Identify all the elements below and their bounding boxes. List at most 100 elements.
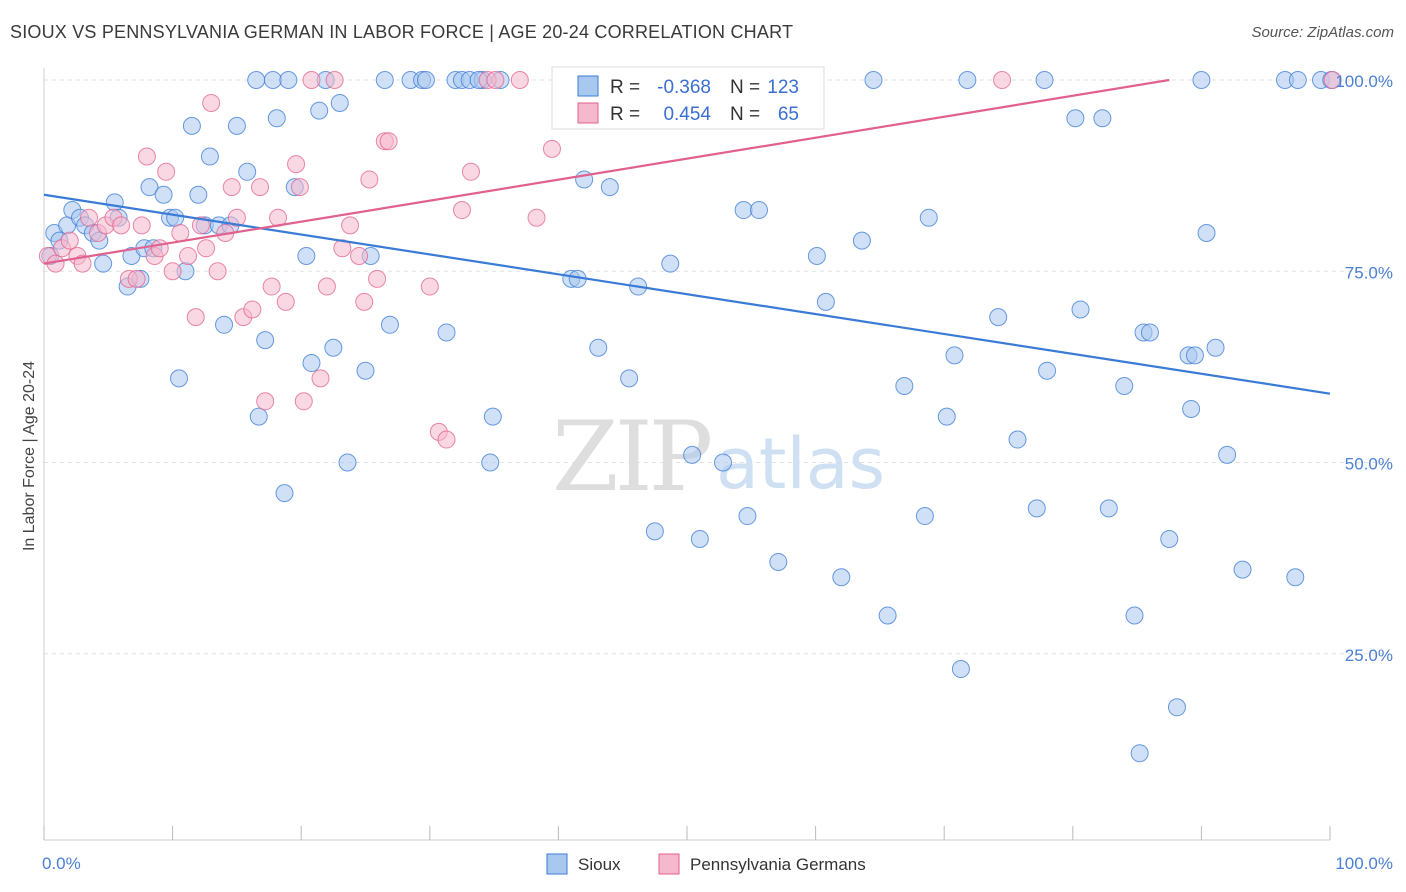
sioux-point xyxy=(937,407,956,426)
penn-point xyxy=(137,147,156,166)
penn-point xyxy=(379,132,398,151)
sioux-point xyxy=(227,116,246,135)
penn-point xyxy=(437,430,456,449)
sioux-point xyxy=(105,193,124,212)
y-tick-label: 100.0% xyxy=(1335,72,1393,91)
sioux-point xyxy=(1093,109,1112,128)
sioux-point xyxy=(738,507,757,526)
sioux-point xyxy=(1038,361,1057,380)
penn-point xyxy=(510,71,529,89)
sioux-point xyxy=(1027,499,1046,518)
penn-point xyxy=(350,246,369,265)
penn-point xyxy=(355,292,374,311)
sioux-point xyxy=(182,116,201,135)
sioux-point xyxy=(1035,71,1054,89)
sioux-point xyxy=(661,254,680,273)
penn-point xyxy=(222,178,241,197)
penn-point xyxy=(150,239,169,258)
sioux-point xyxy=(1197,224,1216,242)
penn-point xyxy=(157,162,176,181)
trend-lines xyxy=(43,78,1331,395)
legend: Sioux Pennsylvania Germans xyxy=(546,853,866,875)
sioux-point xyxy=(750,201,769,220)
source-credit: Source: ZipAtlas.com xyxy=(1251,24,1394,41)
sioux-point xyxy=(769,552,788,571)
y-tick-label: 50.0% xyxy=(1345,455,1393,474)
sioux-point xyxy=(166,208,185,227)
sioux-point xyxy=(481,453,500,472)
sioux-point xyxy=(189,185,208,204)
penn-point xyxy=(341,216,360,235)
sioux-point xyxy=(989,308,1008,327)
x-tick-label-max: 100.0% xyxy=(1335,854,1393,873)
penn-n-value: 65 xyxy=(778,104,799,125)
sioux-point xyxy=(734,201,753,220)
sioux-point xyxy=(94,254,113,273)
penn-point xyxy=(311,369,330,388)
penn-point xyxy=(368,269,387,288)
penn-point xyxy=(993,71,1012,89)
sioux-point xyxy=(864,71,883,89)
sioux-point xyxy=(249,407,268,426)
sioux-point xyxy=(1099,499,1118,518)
sioux-point xyxy=(1233,560,1252,579)
sioux-point xyxy=(247,71,266,89)
stats-swatch-sioux xyxy=(577,75,599,97)
sioux-point xyxy=(878,606,897,625)
sioux-point xyxy=(380,315,399,334)
sioux-point xyxy=(589,338,608,357)
penn-point xyxy=(60,231,79,250)
legend-label-penn: Pennsylvania Germans xyxy=(690,855,866,874)
sioux-point xyxy=(279,71,298,89)
sioux-point xyxy=(919,208,938,227)
penn-point xyxy=(227,208,246,227)
legend-label-sioux: Sioux xyxy=(578,855,621,874)
sioux-point xyxy=(951,660,970,679)
penn-point xyxy=(486,71,505,89)
sioux-point xyxy=(690,530,709,548)
sioux-point xyxy=(1206,338,1225,357)
sioux-point xyxy=(200,147,219,166)
sioux-point xyxy=(816,292,835,311)
sioux-point xyxy=(275,484,294,503)
sioux-point xyxy=(600,178,619,197)
sioux-point xyxy=(356,361,375,380)
penn-point xyxy=(197,239,216,258)
sioux-point xyxy=(437,323,456,342)
penn-point xyxy=(171,224,190,242)
penn-point xyxy=(179,246,198,265)
sioux-point xyxy=(170,369,189,388)
y-tick-label: 25.0% xyxy=(1345,646,1393,665)
penn-point xyxy=(80,208,99,227)
penn-point xyxy=(317,277,336,296)
sioux-point xyxy=(256,331,275,350)
penn-point xyxy=(294,392,313,411)
penn-point xyxy=(360,170,379,189)
sioux-point xyxy=(1115,377,1134,395)
penn-point xyxy=(251,178,270,197)
sioux-point xyxy=(330,93,349,112)
sioux-point xyxy=(958,71,977,89)
penn-point xyxy=(276,292,295,311)
stats-box: R = -0.368 N = 123 R = 0.454 N = 65 xyxy=(551,66,825,130)
sioux-point xyxy=(338,453,357,472)
chart-title: SIOUX VS PENNSYLVANIA GERMAN IN LABOR FO… xyxy=(10,22,794,42)
sioux-point xyxy=(1167,698,1186,717)
sioux-point xyxy=(154,185,173,204)
legend-swatch-penn xyxy=(658,853,680,875)
sioux-point xyxy=(215,315,234,334)
sioux-point xyxy=(1218,445,1237,464)
sioux-point xyxy=(1288,71,1307,89)
penn-point xyxy=(132,216,151,235)
sioux-point xyxy=(683,445,702,464)
sioux-point xyxy=(945,346,964,365)
penn-point xyxy=(1323,71,1342,89)
y-tick-label: 75.0% xyxy=(1345,263,1393,282)
penn-r-label: R = xyxy=(610,104,640,125)
sioux-point xyxy=(832,568,851,587)
sioux-point xyxy=(263,71,282,89)
penn-point xyxy=(325,71,344,89)
sioux-point xyxy=(1192,71,1211,89)
sioux-point xyxy=(267,109,286,128)
